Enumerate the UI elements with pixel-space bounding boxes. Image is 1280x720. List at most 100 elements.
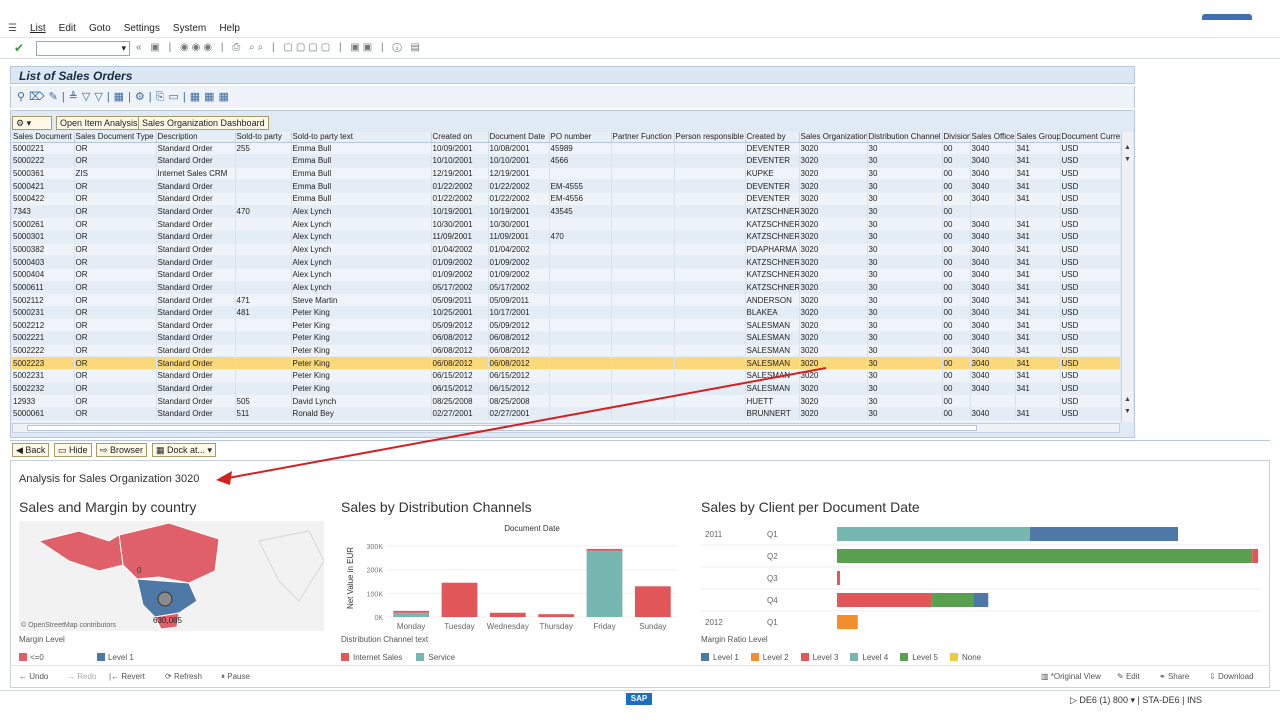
bar-monday-1[interactable] [393,610,430,613]
table-row[interactable]: 5000301 OR Standard Order Alex Lynch 11/09/2… [12,230,1120,244]
hide-button[interactable]: ▭ Hide [54,443,92,457]
column-header[interactable]: Description [156,132,236,143]
undo-button[interactable]: ← Undo [19,672,49,681]
table-cell [611,230,675,244]
table-cell: 5002221 [12,331,75,345]
client-bar-2-0[interactable] [837,571,840,585]
client-bar-0-1[interactable] [1029,527,1179,541]
toolbar-icons[interactable]: « ▣ | ◉◉◉ | ⎙ ⌕⌕ | ▢▢▢▢ | ▣▣ | ⓘ ▤ [136,42,423,53]
bar-friday-1[interactable] [586,548,623,551]
share-button[interactable]: ⚭ Share [1159,672,1190,681]
table-row[interactable]: 5000361 ZIS Internet Sales CRM Emma Bull 12/… [12,167,1120,181]
table-cell: HUETT [745,394,800,408]
horizontal-scrollbar[interactable] [12,423,1120,433]
column-header[interactable]: PO number [549,132,612,143]
back-button[interactable]: ◀ Back [12,443,50,457]
column-header[interactable]: Person responsible [674,132,746,143]
bar-sunday-1[interactable] [634,586,671,617]
distribution-channel-chart[interactable]: Document Date Net Value in EUR 0K 100K 200K 3… [341,521,686,633]
table-row[interactable]: 5000222 OR Standard Order Emma Bull 10/10/20… [12,154,1120,168]
client-bar-3-1[interactable] [931,593,974,607]
column-header[interactable]: Sold-to party [235,132,292,143]
table-cell: 341 [1015,344,1061,358]
column-header[interactable]: Partner Function [611,132,675,143]
column-header[interactable]: Created on [431,132,489,143]
column-header[interactable]: Document Curre [1060,132,1120,143]
bar-tuesday-1[interactable] [441,582,478,617]
menu-edit[interactable]: Edit [58,23,76,34]
column-header[interactable]: Sales Organization [799,132,868,143]
table-row[interactable]: 5002212 OR Standard Order Peter King 05/09/2… [12,318,1120,333]
menu-help[interactable]: Help [219,23,240,34]
client-bar-0-0[interactable] [837,527,1030,541]
client-bar-1-1[interactable] [1252,549,1259,563]
table-row[interactable]: 5002232 OR Standard Order Peter King 06/15/2… [12,382,1120,396]
table-row[interactable]: 5000403 OR Standard Order Alex Lynch 01/09/2… [12,255,1120,269]
bar-wednesday-1[interactable] [489,612,526,617]
table-row[interactable]: 5000261 OR Standard Order Alex Lynch 10/30/2… [12,217,1120,231]
table-row[interactable]: 12933 OR Standard Order 505 David Lynch 08/25… [12,394,1120,408]
vertical-scrollbar[interactable]: ▲ ▼ ▲ ▼ [1121,132,1133,422]
table-row[interactable]: 5000421 OR Standard Order Emma Bull 01/22/20… [12,179,1120,194]
menu-settings[interactable]: Settings [123,23,160,34]
column-header[interactable]: Document Date [488,132,550,143]
client-bar-3-2[interactable] [973,593,989,607]
dock-button[interactable]: ▦ Dock at... ▾ [152,443,217,457]
menu-icon[interactable]: ☰ [8,23,17,34]
y-axis-label: Net Value in EUR [346,547,355,609]
column-header[interactable]: Sales Document Type [74,132,157,143]
redo-button[interactable]: → Redo [67,672,97,681]
column-header[interactable]: Division [942,132,971,143]
pause-button[interactable]: ⏸ Pause [221,672,250,681]
refresh-button[interactable]: ⟳ Refresh [165,672,202,681]
client-bar-4-0[interactable] [837,615,858,629]
table-cell: 5002232 [12,382,75,396]
client-chart[interactable]: 2011 Q1 Q2 Q3 Q4 2012 Q1 [701,521,1261,631]
client-bar-1-0[interactable] [837,549,1253,563]
table-cell: Ronald Bey [291,407,432,421]
column-header[interactable]: Sales Office [970,132,1016,143]
bar-monday-0[interactable] [393,612,430,617]
table-row[interactable]: 5000061 OR Standard Order 511 Ronald Bey 02/2… [12,407,1120,421]
command-field[interactable]: ▾ [36,41,130,56]
sales-map[interactable]: 0 630,085 © OpenStreetMap contributors [19,521,324,631]
table-cell: 06/15/2012 [431,382,489,396]
table-row[interactable]: 5000382 OR Standard Order Alex Lynch 01/04/2… [12,243,1120,257]
original-view-button[interactable]: ▥ *Original View [1041,672,1101,681]
open-item-analysis-button[interactable]: Open Item Analysis [56,116,142,130]
table-row[interactable]: 7343 OR Standard Order 470 Alex Lynch 10/19/2… [12,205,1120,219]
table-row[interactable]: 5000422 OR Standard Order Emma Bull 01/22/20… [12,192,1120,206]
edit-button[interactable]: ✎ Edit [1117,672,1140,681]
column-header[interactable]: Distribution Channel [867,132,943,143]
table-row[interactable]: 5002221 OR Standard Order Peter King 06/08/2… [12,331,1120,345]
table-cell: USD [1060,281,1120,295]
table-row[interactable]: 5002231 OR Standard Order Peter King 06/15/2… [12,369,1120,383]
download-button[interactable]: ⇩ Download [1209,672,1254,681]
table-row[interactable]: 5000231 OR Standard Order 481 Peter King 10/2… [12,306,1120,320]
menu-system[interactable]: System [172,23,207,34]
menu-list[interactable]: List [30,23,46,34]
table-row[interactable]: 5000221 OR Standard Order 255 Emma Bull 10/09… [12,142,1120,156]
system-info[interactable]: ▷ DE6 (1) 800 ▾ | STA-DE6 | INS [1070,695,1203,705]
revert-button[interactable]: |← Revert [109,672,145,681]
enter-icon[interactable]: ✔ [14,41,25,55]
menu-goto[interactable]: Goto [88,23,111,34]
browser-button[interactable]: ⇨ Browser [96,443,148,457]
table-cell [549,167,612,181]
client-bar-3-0[interactable] [837,593,932,607]
table-cell: 3020 [799,344,868,358]
sales-org-dashboard-button[interactable]: Sales Organization Dashboard [138,116,269,130]
table-row[interactable]: 5002112 OR Standard Order 471 Steve Martin 05… [12,293,1120,307]
table-row[interactable]: 5002223 OR Standard Order Peter King 06/08/2… [12,356,1120,371]
layout-button[interactable]: ⚙ ▾ [12,116,52,130]
alv-toolbar-icons[interactable]: ⚲⌦✎|≜▽▽|▦|⚙|⎘▭|▦▦▦ [17,91,233,103]
bar-thursday-1[interactable] [538,614,575,617]
column-header[interactable]: Sales Group [1015,132,1061,143]
column-header[interactable]: Sales Document [12,132,75,143]
column-header[interactable]: Created by [745,132,800,143]
column-header[interactable]: Sold-to party text [291,132,432,143]
bar-friday-0[interactable] [586,550,623,617]
table-row[interactable]: 5002222 OR Standard Order Peter King 06/08/2… [12,344,1120,358]
table-row[interactable]: 5000404 OR Standard Order Alex Lynch 01/09/2… [12,268,1120,282]
table-row[interactable]: 5000611 OR Standard Order Alex Lynch 05/17/2… [12,281,1120,295]
